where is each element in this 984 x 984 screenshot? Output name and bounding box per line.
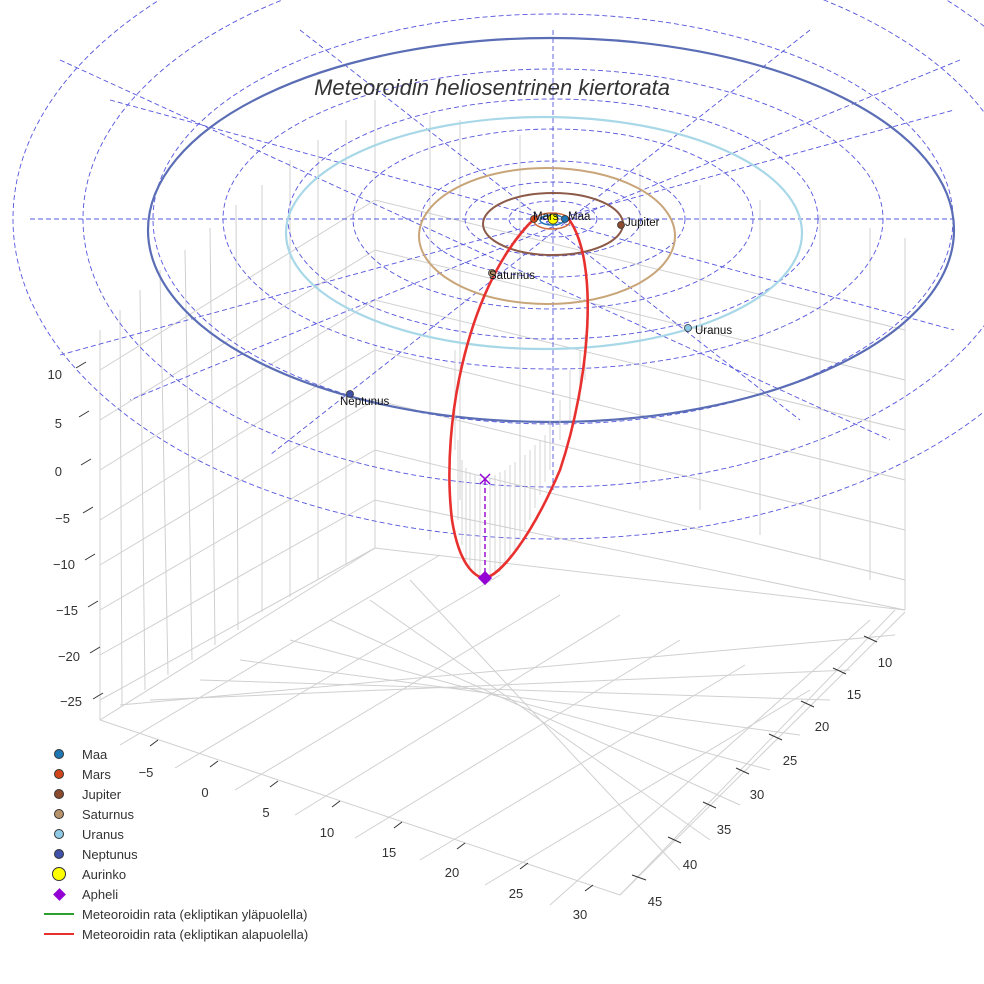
z-axis <box>75 361 104 700</box>
z-tick-3: −5 <box>55 511 70 526</box>
label-saturnus: Saturnus <box>489 270 535 282</box>
y-tick-4: 30 <box>750 787 764 802</box>
x-tick-6: 25 <box>509 886 523 901</box>
legend: Maa Mars Jupiter Saturnus Uranus Neptunu… <box>36 744 356 944</box>
planet-mars[interactable] <box>530 215 538 223</box>
x-tick-5: 20 <box>445 865 459 880</box>
sun-marker[interactable] <box>547 213 559 225</box>
x-tick-3: 10 <box>320 825 334 840</box>
label-jupiter: Jupiter <box>625 217 660 229</box>
z-tick-1: 5 <box>55 416 62 431</box>
legend-item-saturnus[interactable]: Saturnus <box>36 804 356 824</box>
y-tick-2: 20 <box>815 719 829 734</box>
diamond-icon <box>52 887 66 901</box>
y-tick-7: 45 <box>648 894 662 909</box>
legend-label: Uranus <box>82 826 124 842</box>
label-uranus: Uranus <box>695 325 732 337</box>
planet-maa[interactable] <box>561 215 569 223</box>
line-icon <box>44 933 74 935</box>
x-tick-4: 15 <box>382 845 396 860</box>
x-tick-7: 30 <box>573 907 587 922</box>
y-tick-3: 25 <box>783 753 797 768</box>
y-tick-1: 15 <box>847 687 861 702</box>
chart-title: Meteoroidin heliosentrinen kiertorata <box>314 75 670 100</box>
legend-item-maa[interactable]: Maa <box>36 744 356 764</box>
dot-icon <box>54 769 64 779</box>
dot-icon <box>54 829 64 839</box>
legend-label: Mars <box>82 766 111 782</box>
y-tick-6: 40 <box>683 857 697 872</box>
legend-item-apheli[interactable]: Apheli <box>36 884 356 904</box>
planet-neptunus[interactable] <box>346 390 354 398</box>
legend-item-neptunus[interactable]: Neptunus <box>36 844 356 864</box>
orbit-saturnus <box>418 167 676 305</box>
x-tick-2: 5 <box>262 805 269 820</box>
legend-label: Saturnus <box>82 806 135 822</box>
x-tick-1: 0 <box>201 785 208 800</box>
planet-orbits <box>146 36 956 424</box>
legend-label: Meteoroidin rata (ekliptikan yläpuolella… <box>82 906 308 922</box>
z-tick-0: 10 <box>48 367 62 382</box>
legend-item-mars[interactable]: Mars <box>36 764 356 784</box>
legend-label: Neptunus <box>82 846 138 862</box>
axis-grid <box>99 100 906 906</box>
dot-icon <box>54 789 64 799</box>
legend-item-uranus[interactable]: Uranus <box>36 824 356 844</box>
legend-label: Apheli <box>82 886 119 902</box>
orbit-neptunus <box>146 36 956 424</box>
sun-icon <box>52 867 66 881</box>
z-tick-4: −10 <box>53 557 75 572</box>
label-mars: Mars <box>533 211 559 223</box>
dot-icon <box>54 809 64 819</box>
x-axis <box>149 739 594 892</box>
z-tick-7: −25 <box>60 694 82 709</box>
planet-saturnus[interactable] <box>488 269 496 277</box>
planet-uranus[interactable] <box>684 324 692 332</box>
legend-label: Meteoroidin rata (ekliptikan alapuolella… <box>82 926 309 942</box>
label-neptunus: Neptunus <box>340 396 389 408</box>
legend-item-aurinko[interactable]: Aurinko <box>36 864 356 884</box>
aphelion-marker[interactable] <box>477 570 493 586</box>
legend-item-orbit-below[interactable]: Meteoroidin rata (ekliptikan alapuolella… <box>36 924 356 944</box>
x-tick-0: −5 <box>139 765 154 780</box>
legend-label: Maa <box>82 746 108 762</box>
legend-item-orbit-above[interactable]: Meteoroidin rata (ekliptikan yläpuolella… <box>36 904 356 924</box>
z-tick-5: −15 <box>56 603 78 618</box>
y-tick-0: 10 <box>878 655 892 670</box>
legend-item-jupiter[interactable]: Jupiter <box>36 784 356 804</box>
planet-jupiter[interactable] <box>617 221 625 229</box>
dot-icon <box>54 849 64 859</box>
line-icon <box>44 913 74 915</box>
dot-icon <box>54 749 64 759</box>
aphelion-projection-marker <box>479 473 491 485</box>
label-maa: Maa <box>568 211 591 223</box>
planets <box>346 213 692 398</box>
y-axis <box>631 635 878 881</box>
y-tick-5: 35 <box>717 822 731 837</box>
legend-label: Aurinko <box>82 866 127 882</box>
legend-label: Jupiter <box>82 786 122 802</box>
z-tick-6: −20 <box>58 649 80 664</box>
orbit-uranus <box>284 115 804 351</box>
projection-stems <box>454 335 586 578</box>
z-tick-2: 0 <box>55 464 62 479</box>
